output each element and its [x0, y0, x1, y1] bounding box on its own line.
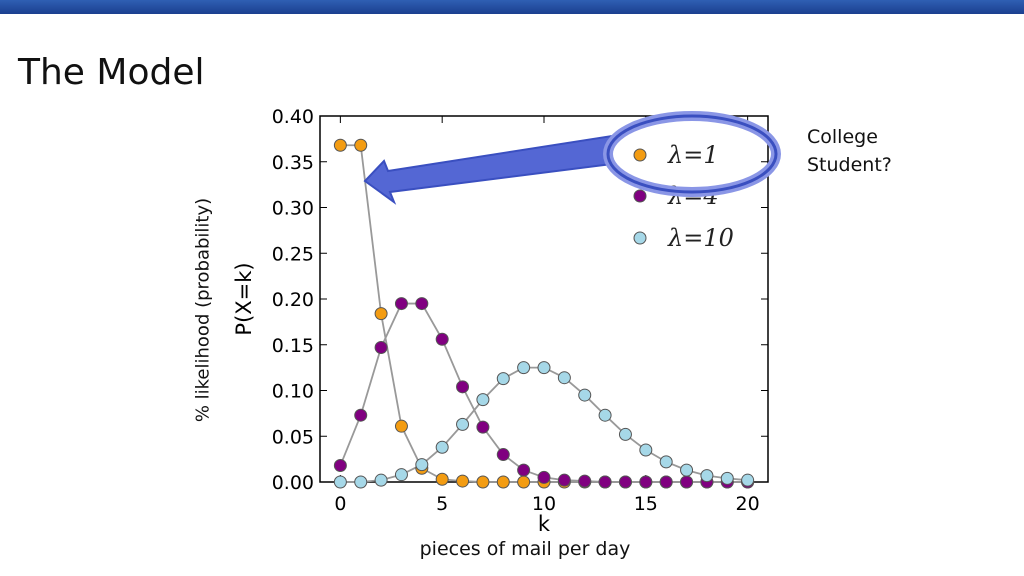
data-point	[354, 138, 368, 152]
legend-label: λ=1	[667, 141, 719, 169]
data-point	[618, 475, 632, 489]
slide-title: The Model	[18, 52, 205, 93]
data-point	[476, 393, 490, 407]
data-point	[374, 307, 388, 321]
x-tick-label: 0	[334, 493, 346, 515]
data-point	[720, 471, 734, 485]
data-point	[456, 380, 470, 394]
data-point	[659, 475, 673, 489]
y-tick-label: 0.10	[272, 381, 314, 403]
data-point	[435, 472, 449, 486]
data-point	[537, 361, 551, 375]
data-point	[517, 475, 531, 489]
data-point	[741, 473, 755, 487]
data-point	[496, 448, 510, 462]
x-axis-label: k	[538, 512, 551, 536]
data-point	[578, 388, 592, 402]
data-point	[639, 475, 653, 489]
data-point	[456, 417, 470, 431]
series-line	[339, 302, 748, 483]
data-point	[659, 455, 673, 469]
data-point	[517, 463, 531, 477]
data-point	[333, 459, 347, 473]
side-note: College Student?	[807, 123, 892, 179]
data-point	[537, 470, 551, 484]
data-point	[496, 372, 510, 386]
series-points	[333, 138, 755, 489]
data-point	[374, 473, 388, 487]
x-tick-label: 5	[436, 493, 448, 515]
y-tick-label: 0.20	[272, 289, 314, 311]
y-tick-label: 0.05	[272, 426, 314, 448]
data-point	[557, 371, 571, 385]
data-point	[557, 473, 571, 487]
side-note-line2: Student?	[807, 154, 892, 176]
data-point	[700, 469, 714, 483]
data-point	[394, 297, 408, 311]
top-bar	[0, 0, 1024, 14]
legend-marker	[633, 231, 647, 245]
y-tick-label: 0.35	[272, 152, 314, 174]
callout-ellipse-inner	[606, 114, 778, 194]
callout-arrow	[363, 134, 613, 205]
y-tick-label: 0.40	[272, 106, 314, 128]
legend-marker	[633, 189, 647, 203]
data-point	[415, 458, 429, 472]
y-tick-label: 0.25	[272, 243, 314, 265]
data-point	[680, 475, 694, 489]
data-point	[618, 427, 632, 441]
legend-label: λ=10	[667, 224, 734, 252]
data-point	[639, 443, 653, 457]
data-point	[476, 475, 490, 489]
y-tick-label: 0.30	[272, 198, 314, 220]
legend-marker	[633, 148, 647, 162]
data-point	[415, 297, 429, 311]
data-point	[496, 475, 510, 489]
data-point	[517, 361, 531, 375]
data-point	[578, 474, 592, 488]
y-tick-label: 0.15	[272, 335, 314, 357]
data-point	[435, 440, 449, 454]
data-point	[333, 138, 347, 152]
data-point	[456, 474, 470, 488]
x-tick-label: 10	[532, 493, 556, 515]
data-point	[394, 419, 408, 433]
data-point	[598, 475, 612, 489]
data-point	[394, 468, 408, 482]
data-point	[435, 332, 449, 346]
data-point	[476, 420, 490, 434]
data-point	[374, 340, 388, 354]
data-point	[680, 463, 694, 477]
y-axis-label: P(X=k)	[232, 262, 256, 335]
data-point	[354, 475, 368, 489]
data-point	[333, 475, 347, 489]
data-point	[354, 408, 368, 422]
axis-ticks: 0 5 10 15 20 0.00 0.05 0.10 0.15 0.20 0.25 0.30 0.35…	[272, 106, 768, 515]
outer-x-axis-label: pieces of mail per day	[419, 538, 631, 560]
x-tick-label: 20	[736, 493, 760, 515]
side-note-line1: College	[807, 126, 878, 148]
data-point	[598, 408, 612, 422]
callout-annotation	[363, 111, 781, 205]
x-tick-label: 15	[634, 493, 658, 515]
y-tick-label: 0.00	[272, 472, 314, 494]
